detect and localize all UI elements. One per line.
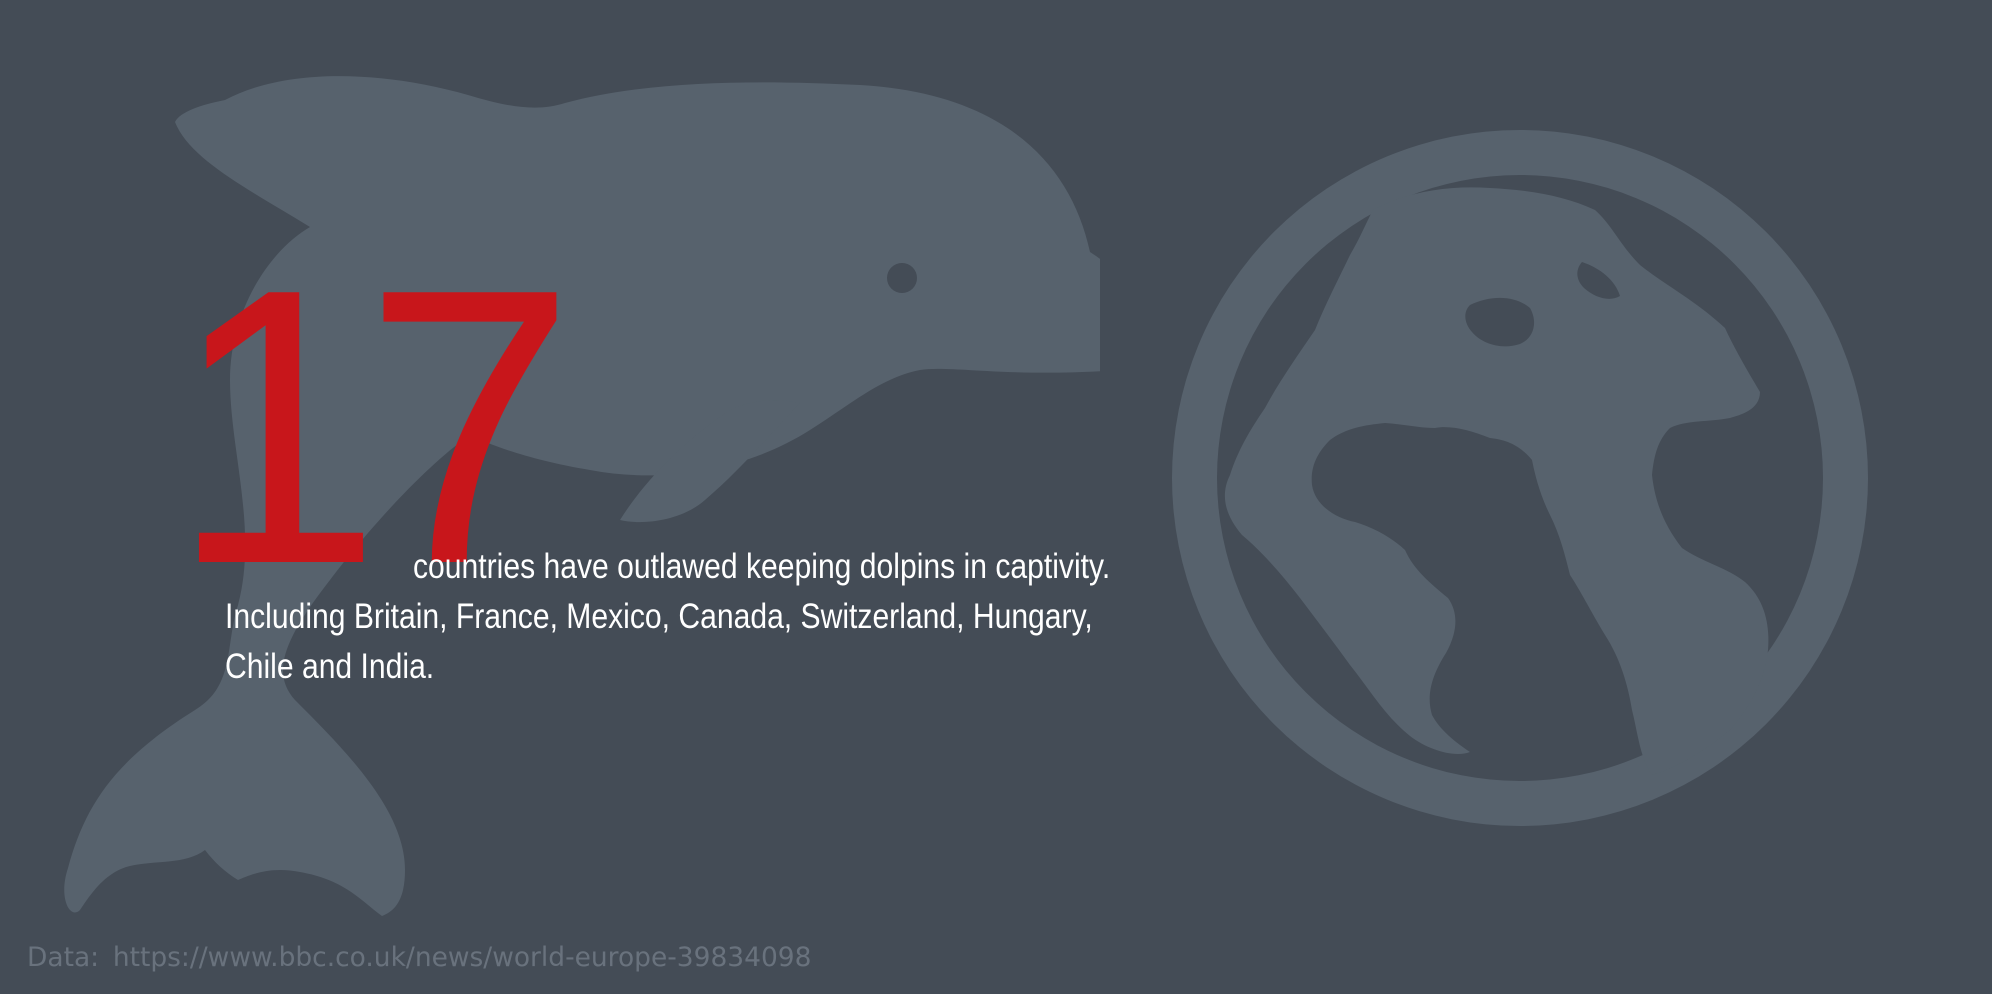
detail-line-1: Including Britain, France, Mexico, Canad…	[225, 597, 1093, 636]
globe-icon	[1172, 130, 1868, 826]
source-url[interactable]: https://www.bbc.co.uk/news/world-europe-…	[112, 942, 812, 973]
headline-number: 17	[170, 208, 575, 646]
headline-text: countries have outlawed keeping dolpins …	[413, 547, 1111, 586]
source-label: Data:	[27, 942, 100, 973]
source-credit: Data: https://www.bbc.co.uk/news/world-eu…	[27, 938, 811, 978]
dolphin-icon	[64, 76, 1100, 916]
detail-text: Including Britain, France, Mexico, Canad…	[225, 592, 1093, 692]
detail-line-2: Chile and India.	[225, 647, 435, 686]
